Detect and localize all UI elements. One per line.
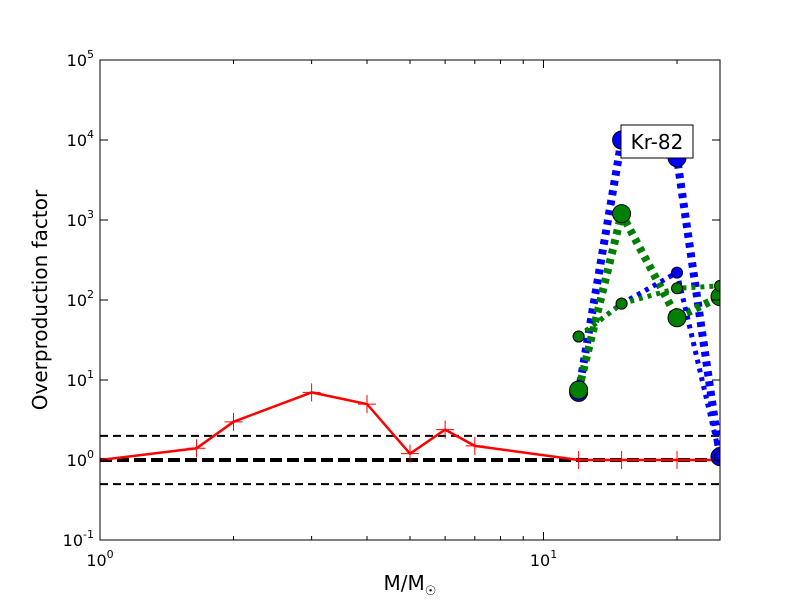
marker-layer: [100, 130, 720, 469]
x-tick-exponent: 1: [550, 548, 557, 561]
y-tick-exponent: -1: [83, 528, 94, 541]
series-2-point-0: [569, 380, 589, 400]
series-3-point-3: [714, 450, 720, 463]
series-4-point-2: [671, 282, 684, 295]
x-axis-title-text: M/M: [384, 571, 425, 595]
series-0-point-4: [358, 395, 377, 414]
y-tick-base: 10: [67, 451, 87, 470]
x-tick-label-0: 100: [86, 548, 113, 570]
y-tick-exponent: 4: [87, 128, 94, 141]
y-tick-base: 10: [67, 131, 87, 150]
series-4-point-0: [572, 330, 585, 343]
annotation-label: Kr-82: [631, 130, 684, 154]
series-4-point-1: [615, 297, 628, 310]
annotation-box: Kr-82: [620, 124, 694, 159]
series-0-point-2: [224, 412, 243, 431]
y-tick-label-4: 103: [67, 208, 94, 230]
x-axis-title: M/M☉: [384, 571, 437, 599]
axis-ticks: [99, 59, 720, 541]
y-tick-label-2: 101: [67, 368, 94, 390]
series-layer: [100, 136, 720, 462]
series-line-4: [577, 283, 720, 339]
series-0-point-8: [569, 451, 588, 469]
series-2-point-2: [667, 308, 687, 328]
sun-symbol: ☉: [425, 584, 437, 599]
y-tick-label-3: 102: [67, 288, 94, 310]
y-tick-label-0: 10-1: [63, 528, 94, 550]
series-0-point-9: [612, 451, 631, 469]
series-2-point-3: [710, 287, 720, 307]
series-0-point-6: [436, 420, 455, 439]
y-tick-label-1: 100: [67, 448, 94, 470]
series-0-point-7: [465, 436, 484, 455]
series-3-point-2: [671, 266, 684, 279]
x-tick-base: 10: [530, 551, 550, 570]
y-tick-base: 10: [63, 531, 83, 550]
annotation-frame: [620, 124, 694, 159]
y-tick-exponent: 3: [87, 208, 94, 221]
x-tick-label-1: 101: [530, 548, 557, 570]
y-tick-base: 10: [67, 51, 87, 70]
x-tick-base: 10: [86, 551, 106, 570]
series-0-point-10: [668, 451, 687, 469]
y-axis-title: Overproduction factor: [28, 189, 52, 410]
y-tick-exponent: 2: [87, 288, 94, 301]
y-tick-exponent: 5: [87, 48, 94, 61]
y-tick-base: 10: [67, 211, 87, 230]
y-tick-base: 10: [67, 371, 87, 390]
y-tick-exponent: 1: [87, 368, 94, 381]
y-tick-label-6: 105: [67, 48, 94, 70]
y-tick-base: 10: [67, 291, 87, 310]
series-0-point-5: [401, 444, 419, 463]
series-0-point-3: [302, 383, 321, 402]
series-4-point-3: [714, 279, 720, 292]
series-2-point-1: [612, 204, 632, 224]
y-tick-exponent: 0: [87, 448, 94, 461]
series-line-0: [100, 391, 720, 462]
y-tick-label-5: 104: [67, 128, 94, 150]
x-tick-exponent: 0: [107, 548, 114, 561]
series-0-point-1: [187, 439, 206, 458]
series-line-2: [574, 209, 720, 391]
